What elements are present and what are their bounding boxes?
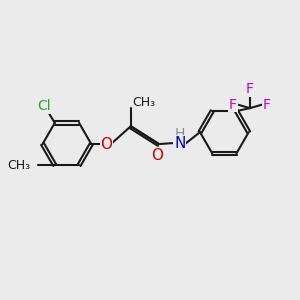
Text: F: F	[246, 82, 254, 96]
Text: F: F	[229, 98, 237, 112]
Text: CH₃: CH₃	[132, 96, 155, 109]
Text: O: O	[152, 148, 164, 163]
Text: O: O	[100, 136, 112, 152]
Text: F: F	[263, 98, 271, 112]
Text: H: H	[175, 127, 185, 141]
Text: Cl: Cl	[37, 99, 51, 113]
Text: CH₃: CH₃	[7, 159, 30, 172]
Text: N: N	[174, 136, 185, 151]
